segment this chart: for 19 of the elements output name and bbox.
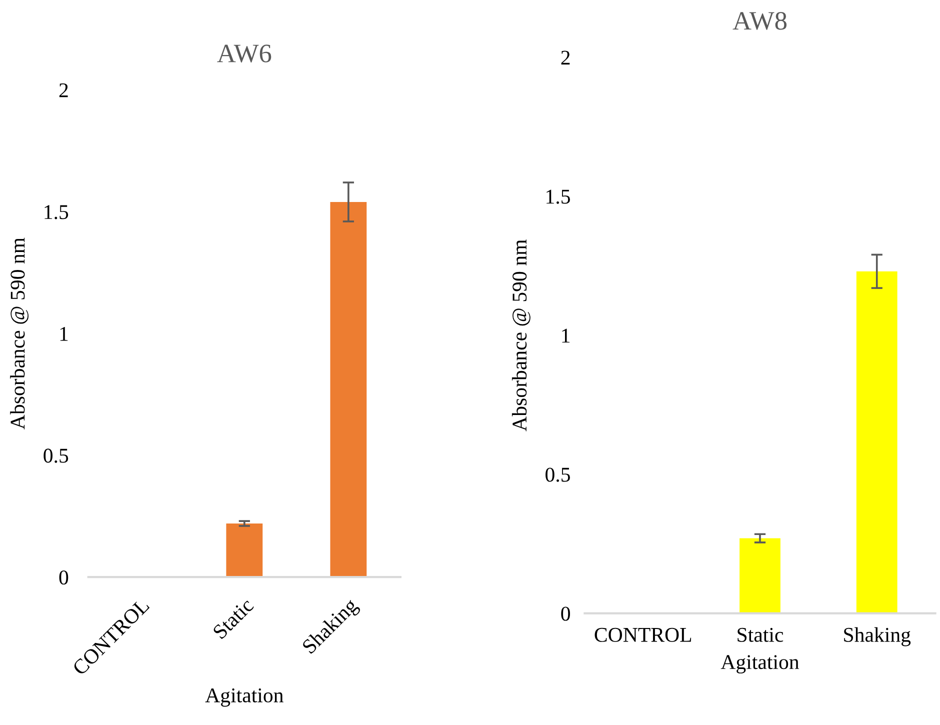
y-tick-label: 1.5 bbox=[44, 205, 68, 220]
y-axis-title: Absorbance @ 590 nm bbox=[512, 240, 530, 432]
y-tick-label: 2 bbox=[59, 83, 68, 98]
chart-title: AW8 bbox=[732, 12, 787, 30]
x-tick-label: Static bbox=[738, 628, 784, 642]
chart-title: AW6 bbox=[217, 44, 272, 63]
y-tick-label: 0 bbox=[59, 570, 68, 585]
y-tick-label: 2 bbox=[561, 50, 570, 65]
x-tick-label: CONTROL bbox=[594, 628, 692, 642]
y-tick-label: 0.5 bbox=[44, 448, 68, 463]
y-tick-label: 1.5 bbox=[546, 190, 570, 204]
y-tick-label: 1 bbox=[60, 326, 68, 341]
x-axis-title: Agitation bbox=[205, 688, 284, 707]
y-tick-label: 0.5 bbox=[546, 468, 570, 482]
x-tick-label: Shaking bbox=[844, 627, 911, 646]
y-tick-label: 1 bbox=[562, 328, 570, 343]
x-axis-title: Agitation bbox=[720, 655, 800, 674]
y-axis-title: Absorbance @ 590 nm bbox=[10, 238, 29, 430]
y-tick-label: 0 bbox=[561, 606, 570, 621]
